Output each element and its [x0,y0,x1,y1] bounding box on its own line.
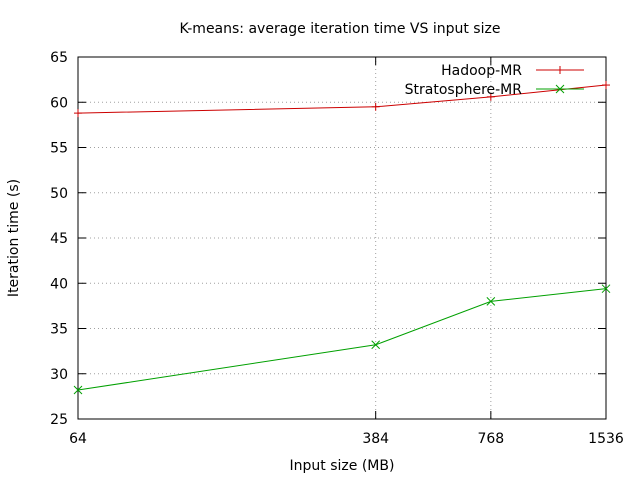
data-point-hadoop-mr [74,109,82,118]
y-tick-label: 40 [50,276,68,292]
y-tick-label: 45 [50,231,68,247]
x-axis-label: Input size (MB) [290,458,395,474]
series-line-stratosphere-mr [77,288,607,391]
x-tick-label: 64 [69,431,87,447]
data-point-stratosphere-mr [73,385,83,395]
x-axis: 64 384 768 1536 [69,57,624,447]
data-point-hadoop-mr [486,92,495,101]
legend-marker-hadoop-mr [556,66,564,74]
legend-label-hadoop-mr: Hadoop-MR [441,63,522,79]
series-group [73,81,611,395]
data-point-stratosphere-mr [371,340,381,350]
chart-title: K-means: average iteration time VS input… [180,21,501,37]
series-line-hadoop-mr [77,84,607,114]
grid [78,57,606,419]
y-tick-label: 50 [50,186,68,202]
x-tick-label: 768 [477,431,504,447]
y-axis: 25 30 35 40 45 50 55 60 65 [50,50,606,428]
x-tick-label: 1536 [588,431,624,447]
data-point-hadoop-mr [371,102,380,111]
y-axis-label: Iteration time (s) [6,179,22,297]
y-tick-label: 25 [50,412,68,428]
data-point-stratosphere-mr [601,284,611,294]
legend-marker-stratosphere-mr [555,84,565,94]
y-tick-label: 30 [50,367,68,383]
x-tick-label: 384 [362,431,389,447]
y-tick-label: 55 [50,141,68,157]
legend: Hadoop-MR Stratosphere-MR [405,63,584,98]
data-point-stratosphere-mr [486,296,496,306]
y-tick-label: 65 [50,50,68,66]
y-tick-label: 35 [50,322,68,338]
y-tick-label: 60 [50,95,68,111]
legend-label-stratosphere-mr: Stratosphere-MR [405,82,523,98]
data-point-hadoop-mr [602,81,610,90]
